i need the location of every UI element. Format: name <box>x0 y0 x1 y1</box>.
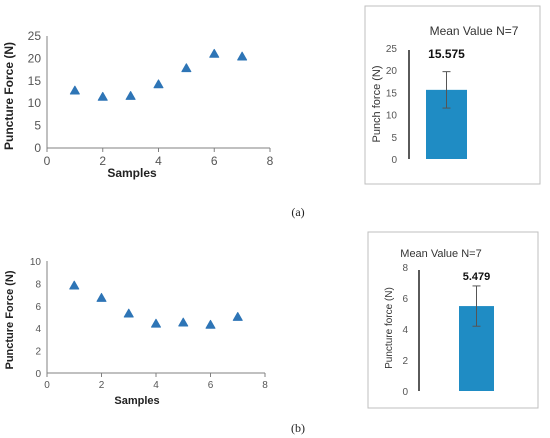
y-tick-label: 10 <box>386 111 398 122</box>
y-tick-label: 20 <box>386 66 398 77</box>
x-tick-label: 6 <box>208 380 214 391</box>
bar-chart-b-frame <box>367 231 539 409</box>
data-point <box>205 319 216 329</box>
y-axis-label: Puncture Force (N) <box>2 42 16 150</box>
x-tick-label: 4 <box>155 154 162 168</box>
y-tick-label: 0 <box>391 155 397 166</box>
y-axis-label: Puncture force (N) <box>384 287 395 369</box>
data-point <box>96 292 107 302</box>
data-point <box>151 318 161 328</box>
x-tick-label: 2 <box>99 380 105 391</box>
y-tick-label: 15 <box>386 88 398 99</box>
y-tick-label: 20 <box>28 51 42 65</box>
y-tick-label: 6 <box>402 294 408 305</box>
y-tick-label: 0 <box>35 369 41 380</box>
y-tick-label: 0 <box>34 141 41 155</box>
y-tick-label: 5 <box>391 133 397 144</box>
y-tick-label: 8 <box>35 279 41 290</box>
data-point <box>69 280 80 290</box>
x-axis-label: Samples <box>114 395 159 407</box>
bar-value-label: 15.575 <box>428 47 465 61</box>
x-axis-label: Samples <box>107 166 157 180</box>
x-tick-label: 4 <box>153 380 159 391</box>
data-point <box>178 317 189 327</box>
bar-value-label: 5.479 <box>463 271 491 283</box>
scatter-chart-a: 0 5 10 15 20 25 0 2 4 6 8 Samples Puncture Force (N) <box>2 29 274 180</box>
y-tick-label: 2 <box>35 347 41 358</box>
y-tick-label: 5 <box>34 119 41 133</box>
y-tick-label: 8 <box>402 263 408 274</box>
y-axis-label: Puncture Force (N) <box>4 270 16 369</box>
panel-label-b: (b) <box>291 421 305 435</box>
data-point <box>232 312 243 321</box>
data-point <box>97 91 108 101</box>
data-point <box>209 48 220 58</box>
y-tick-label: 10 <box>28 96 42 110</box>
x-tick-label: 0 <box>44 380 50 391</box>
y-tick-label: 0 <box>402 387 408 398</box>
bar-chart-title: Mean Value N=7 <box>430 24 519 38</box>
x-tick-label: 6 <box>211 154 218 168</box>
data-point <box>69 85 80 95</box>
y-tick-label: 25 <box>28 29 42 43</box>
y-axis-label: Punch force (N) <box>371 65 383 142</box>
y-tick-label: 2 <box>402 356 408 367</box>
y-tick-label: 6 <box>35 302 41 313</box>
data-point <box>237 51 248 61</box>
y-tick-label: 10 <box>30 257 42 268</box>
y-tick-label: 15 <box>28 74 42 88</box>
scatter-chart-b: 0 2 4 6 8 10 0 2 4 6 8 Samples Puncture Force (N) <box>4 257 268 407</box>
x-tick-label: 0 <box>44 154 51 168</box>
bar-chart-title: Mean Value N=7 <box>400 248 481 260</box>
x-tick-label: 2 <box>99 154 106 168</box>
data-point <box>123 308 134 318</box>
data-point <box>125 91 136 100</box>
bar-chart-b: Mean Value N=7 0 2 4 6 8 Puncture force (N) 5.4… <box>384 248 494 398</box>
data-point <box>153 79 164 89</box>
y-tick-label: 25 <box>386 44 398 55</box>
data-point <box>181 63 192 73</box>
y-tick-label: 4 <box>35 324 41 335</box>
y-tick-label: 4 <box>402 325 408 336</box>
panel-label-a: (a) <box>291 205 304 219</box>
x-tick-label: 8 <box>262 380 268 391</box>
x-tick-label: 8 <box>267 154 274 168</box>
